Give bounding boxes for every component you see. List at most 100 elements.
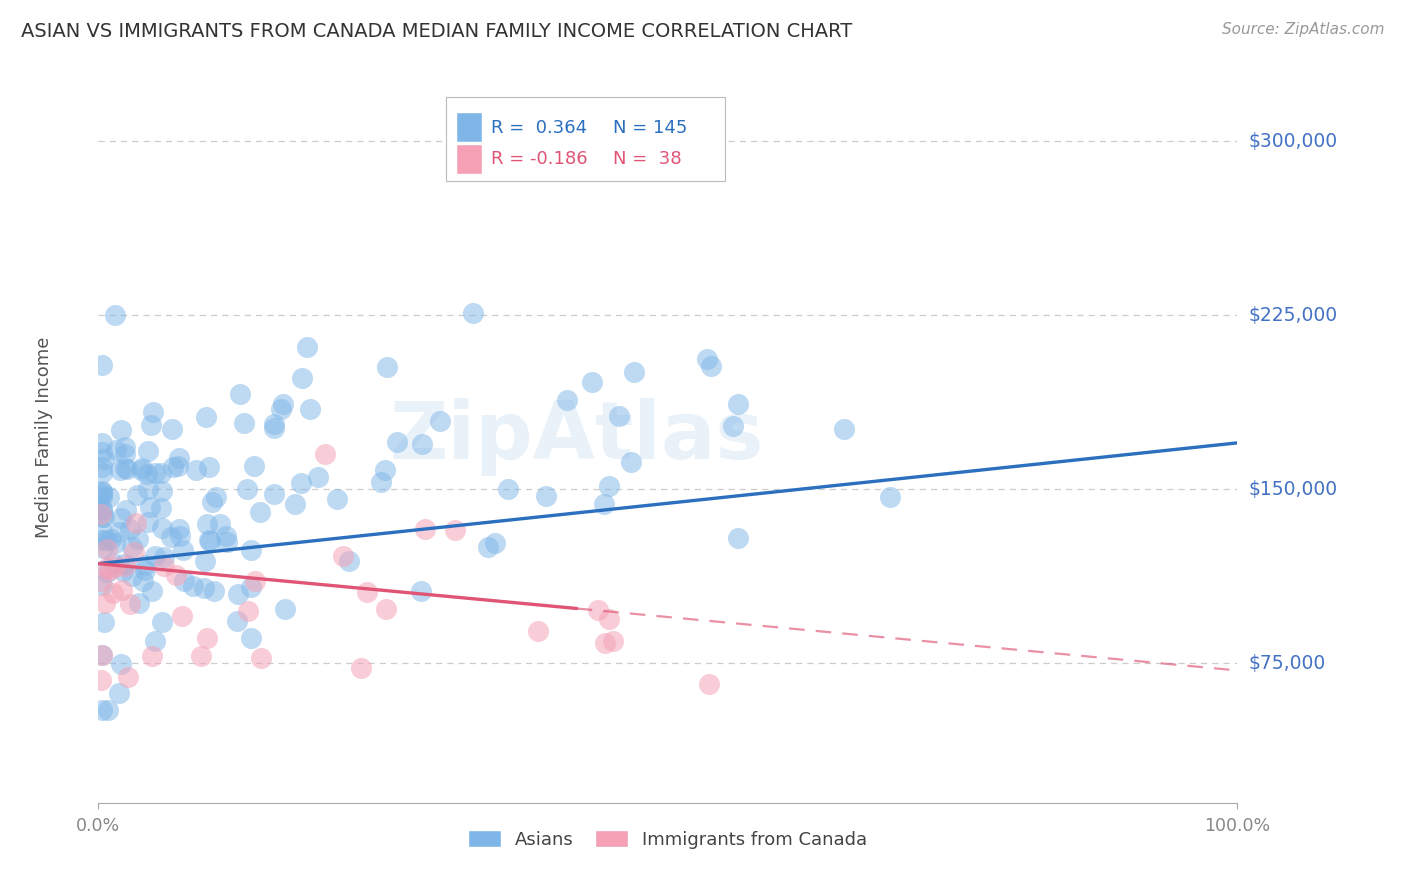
Point bbox=[90, 507, 112, 521]
Point bbox=[93, 452, 115, 467]
Point bbox=[598, 612, 620, 626]
Point bbox=[150, 466, 173, 480]
Point bbox=[581, 375, 603, 389]
Point bbox=[194, 554, 217, 568]
Point bbox=[114, 503, 136, 517]
Point bbox=[138, 444, 160, 458]
Text: N =  38: N = 38 bbox=[613, 150, 682, 168]
Point bbox=[195, 631, 218, 645]
Point bbox=[165, 567, 187, 582]
Point bbox=[96, 541, 118, 556]
Point bbox=[125, 516, 148, 530]
Point bbox=[195, 410, 218, 425]
Point bbox=[128, 596, 150, 610]
Text: ASIAN VS IMMIGRANTS FROM CANADA MEDIAN FAMILY INCOME CORRELATION CHART: ASIAN VS IMMIGRANTS FROM CANADA MEDIAN F… bbox=[21, 22, 852, 41]
Point bbox=[90, 358, 112, 372]
Point bbox=[108, 463, 131, 477]
Point bbox=[150, 483, 173, 498]
Point bbox=[444, 523, 467, 537]
Point bbox=[623, 365, 645, 379]
Point bbox=[477, 540, 499, 554]
Point bbox=[136, 482, 159, 496]
Point bbox=[127, 532, 149, 546]
Point bbox=[104, 308, 127, 322]
Point bbox=[107, 524, 129, 539]
Text: R = -0.186: R = -0.186 bbox=[491, 150, 588, 168]
Point bbox=[91, 487, 114, 501]
Point bbox=[190, 648, 212, 663]
Point bbox=[110, 423, 132, 437]
Point bbox=[263, 487, 285, 501]
Point bbox=[134, 563, 156, 577]
Point bbox=[273, 397, 295, 411]
Point bbox=[226, 614, 249, 628]
Point bbox=[90, 459, 112, 474]
Point bbox=[90, 445, 112, 459]
Point bbox=[110, 657, 132, 671]
Point bbox=[160, 530, 183, 544]
Point bbox=[90, 578, 112, 592]
Point bbox=[100, 532, 122, 546]
Point bbox=[96, 566, 118, 580]
Point bbox=[129, 462, 152, 476]
Point bbox=[598, 479, 620, 493]
Point bbox=[90, 483, 112, 498]
Point bbox=[96, 561, 118, 575]
Point bbox=[160, 422, 183, 436]
Point bbox=[249, 505, 271, 519]
Point bbox=[172, 542, 194, 557]
Point bbox=[496, 483, 519, 497]
Point bbox=[125, 488, 148, 502]
Point bbox=[98, 563, 121, 577]
Point bbox=[139, 418, 162, 433]
Point bbox=[112, 558, 135, 572]
Point bbox=[141, 649, 163, 664]
Text: $300,000: $300,000 bbox=[1249, 131, 1337, 151]
Point bbox=[114, 460, 136, 475]
Text: $75,000: $75,000 bbox=[1249, 654, 1326, 673]
Point bbox=[593, 635, 616, 649]
Point bbox=[620, 455, 643, 469]
Point bbox=[103, 556, 125, 570]
Point bbox=[696, 351, 718, 366]
Text: N = 145: N = 145 bbox=[613, 119, 688, 136]
Point bbox=[110, 510, 132, 524]
Point bbox=[90, 648, 112, 662]
Point bbox=[90, 509, 112, 524]
Point bbox=[484, 535, 506, 549]
Point bbox=[527, 624, 550, 638]
Point bbox=[209, 516, 232, 531]
Point bbox=[409, 584, 432, 599]
Point bbox=[297, 340, 319, 354]
Point bbox=[593, 497, 616, 511]
Point bbox=[169, 522, 191, 536]
Point bbox=[132, 574, 155, 588]
Point bbox=[198, 533, 221, 547]
Point bbox=[169, 529, 191, 543]
Point bbox=[90, 648, 112, 662]
Point bbox=[90, 501, 112, 516]
Point bbox=[273, 601, 295, 615]
Point bbox=[117, 670, 139, 684]
FancyBboxPatch shape bbox=[457, 113, 482, 143]
Point bbox=[90, 703, 112, 717]
Point bbox=[411, 436, 433, 450]
Point bbox=[134, 558, 156, 573]
Point bbox=[588, 602, 610, 616]
Text: Source: ZipAtlas.com: Source: ZipAtlas.com bbox=[1222, 22, 1385, 37]
Point bbox=[142, 405, 165, 419]
Point bbox=[270, 401, 292, 416]
Point bbox=[90, 490, 112, 504]
Point bbox=[723, 419, 745, 434]
Point bbox=[153, 549, 176, 564]
Point bbox=[90, 673, 112, 688]
Point bbox=[90, 503, 112, 517]
Point bbox=[93, 510, 115, 524]
Point bbox=[104, 560, 127, 574]
Point bbox=[291, 371, 314, 385]
Point bbox=[90, 533, 112, 548]
Point bbox=[91, 541, 114, 555]
Point bbox=[122, 545, 145, 559]
Point bbox=[94, 533, 117, 548]
Point bbox=[250, 651, 273, 665]
